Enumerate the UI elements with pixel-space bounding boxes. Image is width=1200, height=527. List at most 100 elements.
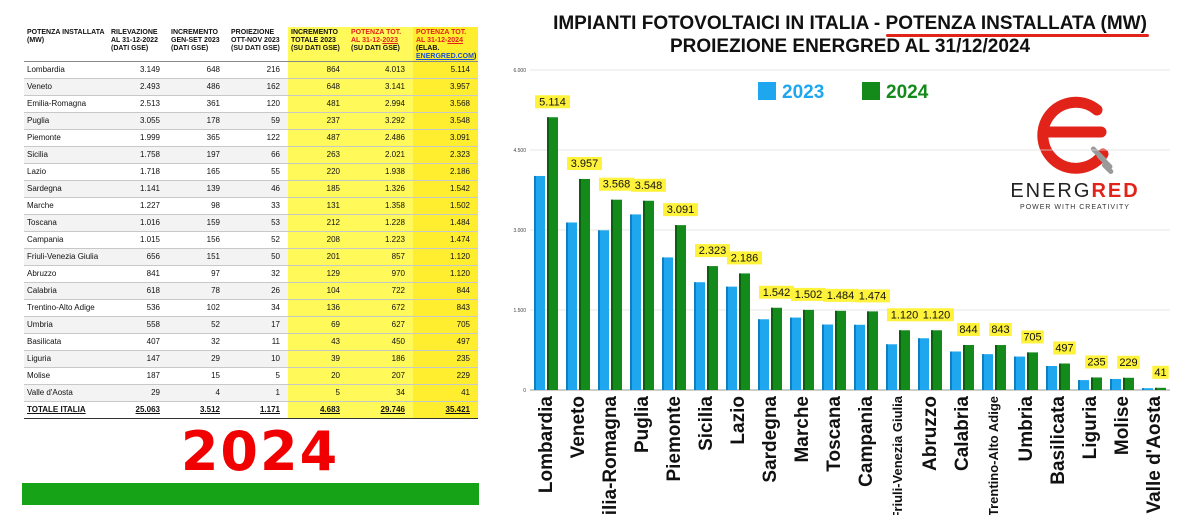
value-cell: 97	[168, 265, 228, 283]
value-cell: 3.141	[348, 78, 413, 96]
value-cell: 187	[108, 367, 168, 385]
value-cell: 844	[413, 282, 478, 300]
value-cell: 32	[228, 265, 288, 283]
value-cell: 156	[168, 231, 228, 249]
chart-title-line1: IMPIANTI FOTOVOLTAICI IN ITALIA - POTENZ…	[500, 12, 1200, 35]
region-cell: Liguria	[24, 350, 108, 368]
bar-2024	[867, 311, 878, 390]
value-cell: 487	[288, 129, 348, 147]
bar-2024	[611, 199, 622, 390]
bar-2023	[758, 319, 769, 390]
value-cell: 864	[288, 61, 348, 79]
bar-2023-shade	[598, 230, 600, 390]
bar-2024-shade	[867, 311, 869, 390]
bar-2023-shade	[950, 351, 952, 390]
bar-2024	[931, 330, 942, 390]
logo-text-red: RED	[1091, 180, 1140, 202]
table-row: Valle d'Aosta 29 4 1 5 34 41	[24, 384, 478, 402]
value-cell: 5	[228, 367, 288, 385]
bar-2023	[1046, 366, 1057, 390]
value-cell: 486	[168, 78, 228, 96]
value-cell: 53	[228, 214, 288, 232]
header-proiezione: PROIEZIONE OTT-NOV 2023 (SU DATI GSE)	[228, 27, 288, 62]
value-cell: 1.141	[108, 180, 168, 198]
value-cell: 705	[413, 316, 478, 334]
data-label-bg	[727, 251, 762, 265]
bar-2024-shade	[675, 225, 677, 390]
value-cell: 69	[288, 316, 348, 334]
header-potenza-2024-prefix: POTENZA TOT. AL 31-12-	[416, 29, 467, 44]
value-cell: 129	[288, 265, 348, 283]
value-cell: 147	[108, 350, 168, 368]
value-cell: 857	[348, 248, 413, 266]
value-cell: 102	[168, 299, 228, 317]
bar-2023-shade	[694, 282, 696, 390]
bar-2023	[630, 214, 641, 390]
region-cell: Molise	[24, 367, 108, 385]
bar-2023-shade	[1110, 378, 1112, 390]
bar-2023-shade	[1078, 380, 1080, 390]
bar-2023-shade	[758, 319, 760, 390]
value-cell: 1.938	[348, 163, 413, 181]
region-cell: Sicilia	[24, 146, 108, 164]
table-total-row: TOTALE ITALIA 25.063 3.512 1.171 4.683 29.746…	[24, 401, 478, 419]
category-label: Liguria	[1080, 396, 1101, 460]
data-label-bg	[855, 289, 890, 303]
value-cell: 2.994	[348, 95, 413, 113]
region-cell: Lazio	[24, 163, 108, 181]
header-region: POTENZA INSTALLATA (MW)	[24, 27, 108, 62]
value-cell: 672	[348, 299, 413, 317]
value-cell: 1.484	[413, 214, 478, 232]
category-label: Emilia-Romagna	[600, 396, 621, 515]
value-cell: 212	[288, 214, 348, 232]
category-label: Molise	[1112, 396, 1133, 455]
value-cell: 55	[228, 163, 288, 181]
bar-2024	[803, 309, 814, 390]
bar-2024	[771, 307, 782, 390]
region-cell: Sardegna	[24, 180, 108, 198]
table-row: Umbria 558 52 17 69 627 705	[24, 316, 478, 334]
data-label: 5.114	[539, 96, 566, 108]
value-cell: 33	[228, 197, 288, 215]
value-cell: 1	[228, 384, 288, 402]
value-cell: 1.227	[108, 197, 168, 215]
data-label-bg	[919, 308, 954, 322]
data-label: 3.091	[667, 204, 695, 216]
bar-2024-shade	[643, 200, 645, 390]
value-cell: 139	[168, 180, 228, 198]
data-label-bg	[887, 308, 922, 322]
data-label: 1.120	[923, 309, 951, 321]
value-cell: 122	[228, 129, 288, 147]
value-cell: 2.021	[348, 146, 413, 164]
bar-2024	[1059, 363, 1070, 390]
value-cell: 235	[413, 350, 478, 368]
chart-title: IMPIANTI FOTOVOLTAICI IN ITALIA - POTENZ…	[500, 12, 1200, 58]
table-row: Abruzzo 841 97 32 129 970 1.120	[24, 265, 478, 283]
header-potenza-2023-year: 2023	[382, 37, 398, 44]
value-cell: 136	[288, 299, 348, 317]
value-cell: 34	[228, 299, 288, 317]
header-potenza-2023-prefix: POTENZA TOT. AL 31-12-	[351, 29, 402, 44]
value-cell: 536	[108, 299, 168, 317]
value-cell: 20	[288, 367, 348, 385]
data-label: 843	[991, 324, 1009, 336]
category-label: Toscana	[824, 396, 845, 472]
value-cell: 2.186	[413, 163, 478, 181]
chart-subtitle: PROIEZIONE ENERGRED AL 31/12/2024	[669, 36, 1031, 57]
region-cell: Toscana	[24, 214, 108, 232]
value-cell: 178	[168, 112, 228, 130]
value-cell: 5	[288, 384, 348, 402]
region-cell: Umbria	[24, 316, 108, 334]
bar-2024-shade	[1027, 352, 1029, 390]
legend-item-2024: 2024	[862, 82, 928, 104]
bar-2023-shade	[566, 222, 568, 390]
value-cell: 131	[288, 197, 348, 215]
bar-2023-shade	[630, 214, 632, 390]
value-cell: 1.474	[413, 231, 478, 249]
value-cell: 120	[228, 95, 288, 113]
data-label: 1.542	[763, 287, 791, 299]
energred-link[interactable]: ENERGRED.COM	[416, 53, 474, 60]
header-potenza-2023: POTENZA TOT. AL 31-12-2023 (SU DATI GSE)	[348, 27, 413, 62]
table-row: Friuli-Venezia Giulia 656 151 50 201 857 1.120	[24, 248, 478, 266]
category-label: Calabria	[952, 396, 973, 471]
